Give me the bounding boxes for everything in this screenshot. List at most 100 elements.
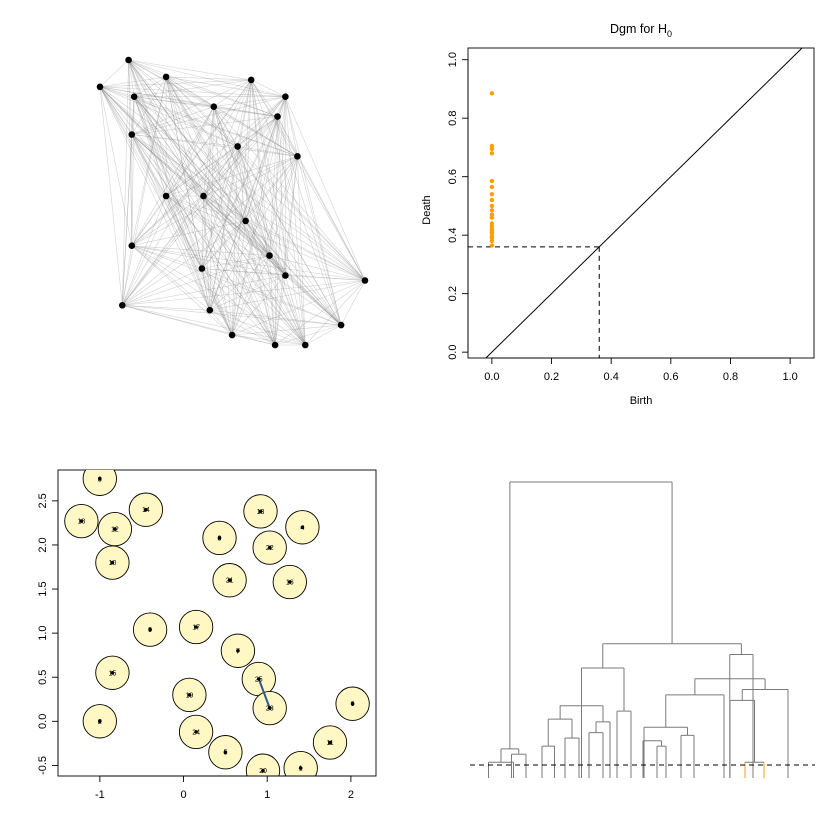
network-point <box>162 73 170 81</box>
ball-label: 3 <box>98 476 102 483</box>
y-tick-label: 0.8 <box>447 111 459 126</box>
network-edge <box>165 116 278 197</box>
ball-center <box>217 536 222 540</box>
ball <box>283 750 318 776</box>
y-tick-label: 0.0 <box>447 345 459 360</box>
ball-label: 15 <box>109 670 117 677</box>
network-edge <box>133 96 233 336</box>
network-edge <box>99 86 211 311</box>
network-edge <box>231 275 286 336</box>
network-edge <box>133 96 306 346</box>
network-edge <box>131 134 342 326</box>
network-edge <box>131 134 246 222</box>
network-edge <box>285 96 366 281</box>
network-edge <box>250 79 342 326</box>
network-edge <box>232 334 276 346</box>
network-edge <box>209 116 278 311</box>
ball-center <box>261 768 265 773</box>
network-edge <box>269 255 306 346</box>
network-edge <box>131 106 215 246</box>
diagram-title: Dgm for H0 <box>610 22 672 39</box>
network-edge <box>122 280 366 306</box>
network-edge <box>245 220 342 326</box>
network-edge <box>165 76 276 346</box>
network-edge <box>269 255 342 326</box>
network-edge <box>128 59 133 246</box>
network-edge <box>277 116 342 326</box>
y-tick-label: 0.4 <box>447 228 459 243</box>
network-edge <box>133 96 211 311</box>
network-edge <box>213 106 286 276</box>
network-edge <box>231 255 270 336</box>
network-edge <box>269 96 286 256</box>
network-edge <box>285 96 342 326</box>
network-edge <box>274 156 298 346</box>
x-tick-label: 0.8 <box>723 371 738 383</box>
ball-center <box>194 625 198 629</box>
network-edge <box>269 156 298 256</box>
network-edge <box>165 195 211 311</box>
network-edge <box>165 195 366 281</box>
network-edge <box>209 255 270 311</box>
network-edge <box>165 195 342 326</box>
balls-disks: 3 18 12 14 10 8 13 4 22 21 16 9 17 7 15 25 19 23 6 2 24 11 5 20… <box>64 470 370 776</box>
dendrogram-lines <box>488 481 789 778</box>
persistence-diagram-panel: Dgm for H0 Birth Death 0.0 0.2 0.4 0.6 0.8 1.… <box>421 22 815 407</box>
diagram-ylabel: Death <box>421 195 433 224</box>
ball-center <box>288 580 292 584</box>
network-edge <box>128 59 133 135</box>
ball-center <box>328 740 332 745</box>
network-edge <box>231 156 298 336</box>
network-points <box>96 56 369 349</box>
network-edge <box>231 79 252 336</box>
balls-x-axis: -1 0 1 2 <box>95 775 354 801</box>
network-edge <box>297 156 366 281</box>
network-edge <box>237 116 278 147</box>
ball <box>245 753 281 776</box>
network-edge <box>269 116 278 256</box>
diagram-title-subscript: 0 <box>667 29 672 39</box>
network-edge <box>122 220 246 306</box>
network-edge <box>277 96 286 117</box>
network-edge <box>231 96 286 336</box>
network-point <box>361 277 369 284</box>
network-point <box>271 341 279 349</box>
network-edge <box>122 106 215 306</box>
diagram-marks <box>468 47 803 359</box>
network-point <box>337 321 345 329</box>
network-edge <box>201 79 252 269</box>
ball-label: 17 <box>192 625 200 632</box>
network-edge <box>201 96 286 269</box>
network-edge <box>250 79 366 281</box>
network-edge <box>237 96 286 147</box>
ball-label: 16 <box>286 580 294 587</box>
y-tick-label: 2.0 <box>37 537 49 552</box>
network-edge <box>133 96 246 222</box>
network-edge <box>165 76 233 336</box>
network-edge <box>134 79 252 97</box>
network-edge <box>122 245 133 306</box>
network-edge <box>99 86 135 97</box>
network-edge <box>165 195 276 346</box>
network-edge <box>131 76 167 135</box>
network-edge <box>250 79 306 346</box>
network-edge <box>269 255 366 281</box>
ball <box>82 470 117 496</box>
network-edge <box>201 156 298 269</box>
network-edge <box>131 195 167 246</box>
ball-center <box>257 677 261 681</box>
network-point <box>128 242 136 249</box>
network-edge <box>245 220 276 346</box>
network-edge <box>128 59 278 117</box>
network-edge <box>99 59 129 88</box>
network-edge <box>203 106 215 197</box>
network-edge <box>277 116 298 157</box>
network-edge <box>245 220 366 281</box>
network-edge <box>277 116 306 346</box>
diagram-point <box>489 238 495 244</box>
network-edge <box>131 146 238 246</box>
network-edge <box>128 59 306 346</box>
network-edge <box>131 106 214 135</box>
network-edge <box>133 96 342 326</box>
network-edge <box>285 275 342 326</box>
